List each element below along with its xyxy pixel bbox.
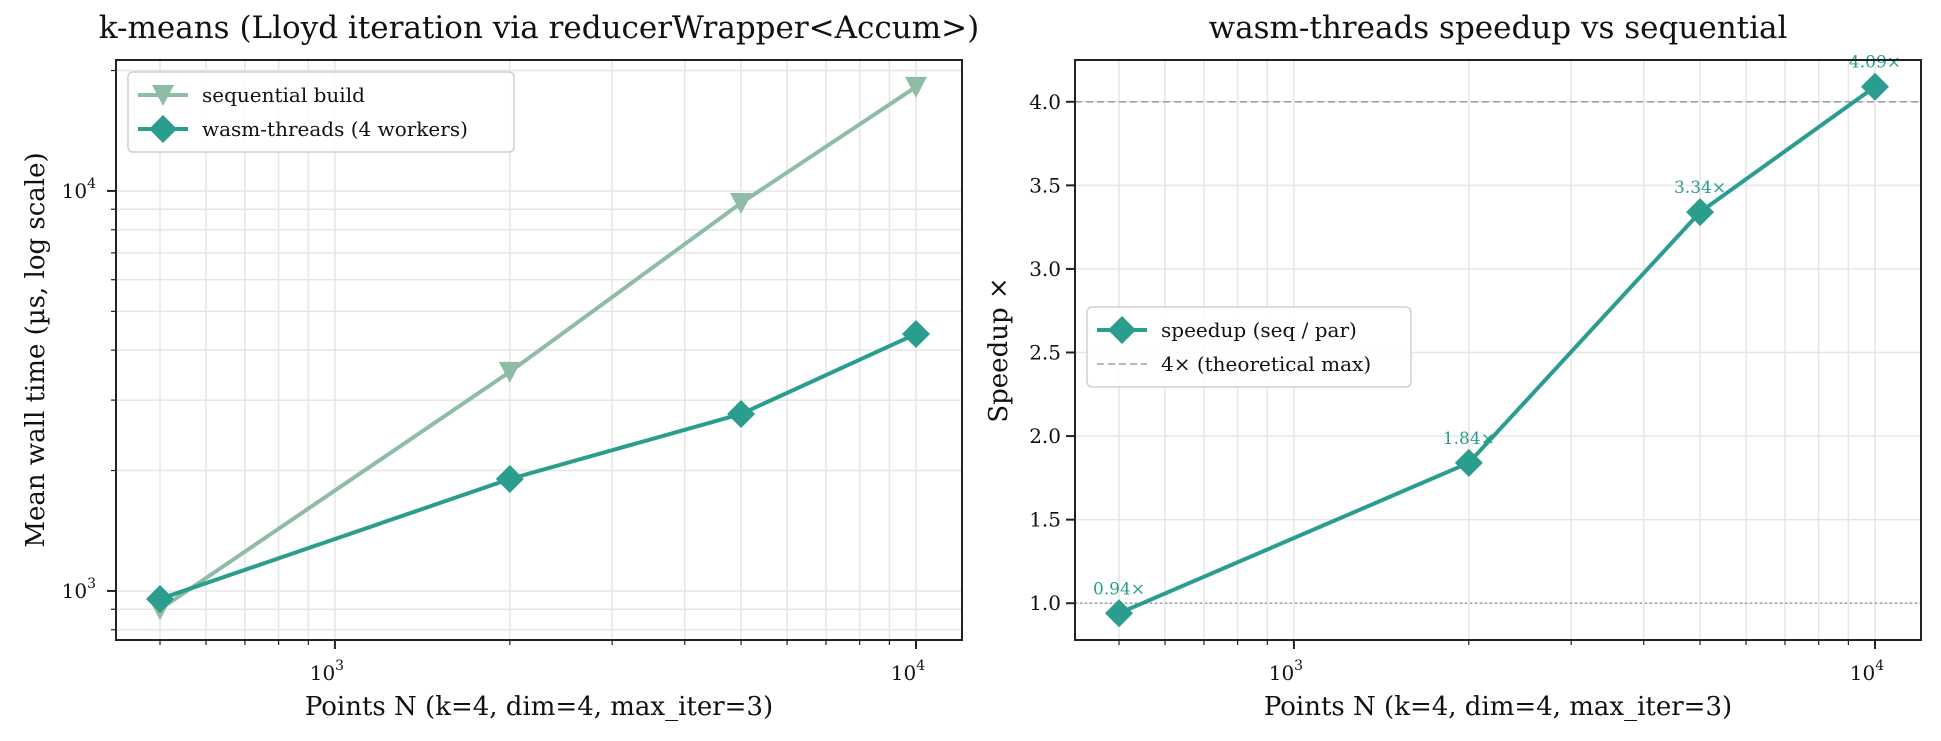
y-tick-label: 2.0 bbox=[1029, 424, 1061, 448]
y-axis-label: Mean wall time (µs, log scale) bbox=[21, 152, 51, 547]
y-tick-label: 1.0 bbox=[1029, 591, 1061, 615]
series-line-0 bbox=[1118, 85, 1877, 616]
legend-entry: sequential build bbox=[202, 83, 365, 107]
speedup-annotation: 4.09× bbox=[1849, 53, 1901, 73]
legend-entry: wasm-threads (4 workers) bbox=[202, 117, 468, 141]
y-tick-label: 1.5 bbox=[1029, 508, 1061, 532]
grid bbox=[116, 60, 962, 640]
speedup-annotation: 1.84× bbox=[1443, 429, 1495, 449]
legend: sequential build wasm-threads (4 workers) bbox=[127, 71, 515, 153]
x-tick-label: 103 bbox=[310, 658, 344, 685]
speedup-annotation: 3.34× bbox=[1674, 178, 1726, 198]
diamond-marker-icon bbox=[1686, 198, 1715, 227]
y-tick-label: 104 bbox=[62, 176, 96, 203]
x-axis-label: Points N (k=4, dim=4, max_iter=3) bbox=[305, 692, 773, 722]
triangle-marker-icon bbox=[730, 192, 753, 214]
legend: speedup (seq / par) 4× (theoretical max) bbox=[1086, 306, 1412, 388]
triangle-marker-icon bbox=[498, 361, 521, 383]
diamond-marker-icon bbox=[901, 319, 930, 348]
x-tick-label: 103 bbox=[1269, 658, 1303, 685]
series-line-0 bbox=[158, 85, 918, 611]
diamond-marker-icon bbox=[1104, 599, 1133, 628]
y-tick-label: 4.0 bbox=[1029, 90, 1061, 114]
x-tick-label: 104 bbox=[891, 658, 925, 685]
axes-frame bbox=[1074, 59, 1922, 641]
diamond-marker-icon bbox=[495, 464, 524, 493]
diamond-marker-icon bbox=[145, 584, 174, 613]
triangle-marker-icon bbox=[904, 76, 927, 98]
chart-title: k-means (Lloyd iteration via reducerWrap… bbox=[99, 10, 979, 46]
y-tick-label: 2.5 bbox=[1029, 341, 1061, 365]
x-tick-label: 104 bbox=[1850, 658, 1884, 685]
legend-entry: speedup (seq / par) bbox=[1161, 318, 1357, 342]
diamond-marker-icon bbox=[1108, 316, 1136, 344]
speedup-annotation: 0.94× bbox=[1093, 579, 1145, 599]
chart-panel-1: 103 104 103 104 k-means (Lloyd iteration via… bbox=[21, 10, 979, 722]
x-axis-label: Points N (k=4, dim=4, max_iter=3) bbox=[1264, 692, 1732, 722]
diamond-marker-icon bbox=[1860, 72, 1889, 101]
y-tick-label: 3.5 bbox=[1029, 173, 1061, 197]
y-tick-label: 3.0 bbox=[1029, 257, 1061, 281]
diamond-marker-icon bbox=[1454, 448, 1483, 477]
chart-panel-2: 1.0 1.5 2.0 2.5 3.0 3.5 4.0 103 104 0.94× 1.84× 3.3… bbox=[984, 10, 1922, 722]
axes-frame bbox=[115, 59, 963, 641]
y-tick-label: 103 bbox=[62, 576, 96, 603]
legend-entry: 4× (theoretical max) bbox=[1161, 352, 1371, 376]
y-axis-label: Speedup × bbox=[984, 277, 1014, 422]
series-line-1 bbox=[159, 332, 917, 601]
diamond-marker-icon bbox=[727, 399, 756, 428]
triangle-marker-icon bbox=[152, 85, 174, 106]
chart-title: wasm-threads speedup vs sequential bbox=[1209, 10, 1788, 46]
diamond-marker-icon bbox=[149, 115, 177, 143]
